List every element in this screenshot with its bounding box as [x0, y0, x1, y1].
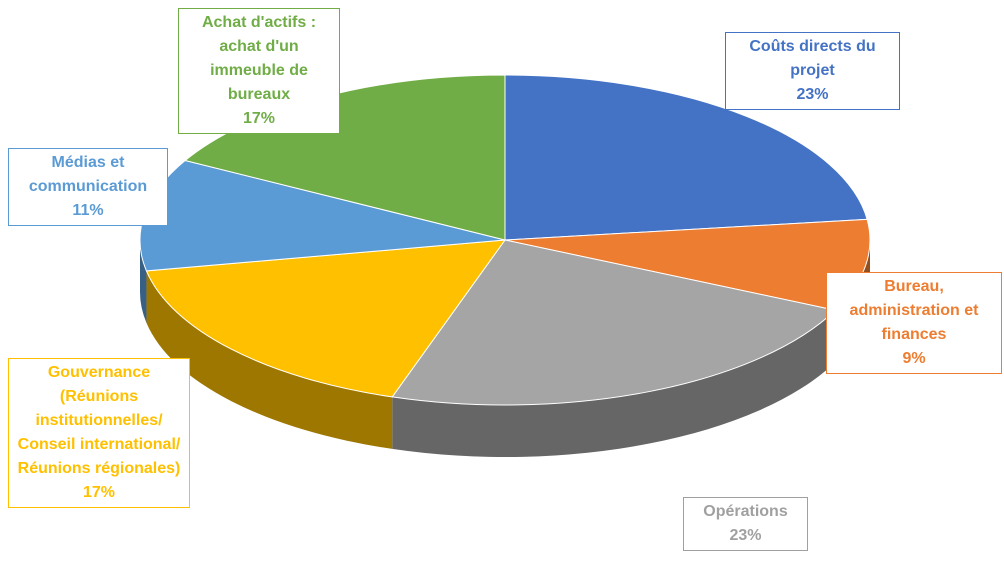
pie-slice	[391, 239, 837, 406]
data-label: Bureau, administration et finances 9%	[826, 272, 1002, 374]
label-value: 17%	[242, 110, 276, 127]
label-name: Bureau, administration et finances	[849, 278, 979, 343]
slice-side	[392, 310, 836, 457]
label-value: 9%	[902, 350, 926, 367]
data-label: Achat d'actifs : achat d'un immeuble de …	[178, 8, 340, 134]
data-label: Gouvernance (Réunions institutionnelles/…	[8, 358, 190, 508]
data-label: Médias et communication 11%	[8, 148, 168, 226]
label-value: 23%	[729, 527, 762, 544]
label-name: Opérations	[703, 503, 788, 520]
slice-side	[146, 270, 393, 449]
label-name: Coûts directs du projet	[749, 38, 876, 79]
data-label: Opérations 23%	[683, 497, 808, 551]
label-value: 11%	[72, 202, 104, 219]
pie-slice	[145, 239, 507, 398]
label-value: 23%	[796, 86, 829, 103]
slice-side	[140, 240, 147, 323]
label-value: 17%	[82, 484, 116, 501]
data-label: Coûts directs du projet 23%	[725, 32, 900, 110]
label-name: Médias et communication	[28, 154, 148, 195]
label-name: Achat d'actifs : achat d'un immeuble de …	[201, 14, 317, 103]
label-name: Gouvernance (Réunions institutionnelles/…	[17, 364, 181, 477]
pie-slice	[504, 74, 868, 241]
